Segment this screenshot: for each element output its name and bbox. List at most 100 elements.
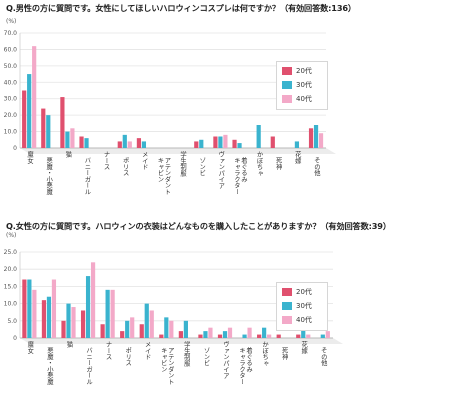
bar xyxy=(130,317,135,338)
x-tick-label: ナース xyxy=(105,341,112,361)
bar xyxy=(27,279,32,338)
x-tick-label: 悪魔・小悪魔 xyxy=(45,157,52,196)
x-tick-label: 学生制服 xyxy=(183,340,190,368)
bar xyxy=(60,97,65,148)
bar xyxy=(208,327,213,338)
bar xyxy=(169,320,174,338)
y-tick-label: 20.0 xyxy=(4,112,18,119)
bar xyxy=(41,108,46,148)
x-tick-label: ゾンビ xyxy=(202,347,209,367)
bar xyxy=(46,296,52,338)
x-tick-label: 着ぐるみ xyxy=(240,156,247,183)
bar xyxy=(22,90,27,148)
legend-item-30s: 30代 xyxy=(282,301,312,311)
y-tick-label: 0 xyxy=(13,145,17,152)
bar xyxy=(222,331,228,338)
bar xyxy=(65,131,70,148)
bar xyxy=(117,141,122,148)
bar xyxy=(100,324,105,338)
x-tick-label: 死神 xyxy=(275,157,282,171)
bar xyxy=(242,334,247,338)
bar xyxy=(41,300,47,338)
chart-floor xyxy=(20,148,336,154)
y-tick-label: 60.0 xyxy=(4,46,18,53)
x-tick-label: その他 xyxy=(313,157,320,178)
bar xyxy=(227,327,233,338)
bar xyxy=(90,262,96,338)
bar xyxy=(144,303,149,338)
legend-label: 40代 xyxy=(296,316,312,324)
x-tick-label: メイド xyxy=(144,341,151,360)
x-tick-label: 学生制服 xyxy=(179,150,186,178)
bar xyxy=(164,317,169,338)
bar xyxy=(141,141,147,148)
legend-swatch-20s xyxy=(282,67,292,75)
x-tick-label: ヴァンパイア xyxy=(217,150,224,189)
bar xyxy=(267,334,272,338)
y-tick-label: 30.0 xyxy=(4,96,18,103)
bar xyxy=(213,136,218,148)
bar xyxy=(159,334,164,338)
bar xyxy=(85,276,91,338)
bar xyxy=(27,74,32,148)
x-tick-label: ナース xyxy=(103,151,110,171)
x-tick-label: アテンダント xyxy=(167,347,174,385)
y-tick-label: 15.0 xyxy=(4,283,18,290)
bar xyxy=(178,331,183,338)
y-tick-label: 40.0 xyxy=(4,79,18,86)
bar xyxy=(270,136,275,148)
legend-item-20s: 20代 xyxy=(282,66,312,76)
bar xyxy=(51,279,57,338)
chart-title: Q.女性の方に質問です。ハロウィンの衣装はどんなものを購入したことがありますか？… xyxy=(6,221,391,231)
legend-label: 20代 xyxy=(296,288,312,296)
y-axis-unit: (%) xyxy=(6,18,17,25)
bar-chart-men: 0 10.0 20.0 30.0 40.0 50.0 60.0 70.0 魔女 悪魔・小悪魔 猫バニ… xyxy=(4,30,336,196)
x-tick-label: アテンダント xyxy=(163,157,170,195)
x-tick-label: 花嫁 xyxy=(294,150,301,165)
x-tick-label: かぼちゃ xyxy=(256,151,263,177)
bar xyxy=(70,128,75,148)
bar xyxy=(199,139,204,148)
x-tick-label: キャラクター xyxy=(233,157,240,195)
bar xyxy=(306,334,311,338)
x-tick-label: ゾンビ xyxy=(198,157,205,177)
bar xyxy=(203,331,208,338)
y-tick-label: 50.0 xyxy=(4,63,18,70)
legend-label: 40代 xyxy=(296,95,312,103)
legend-swatch-40s xyxy=(282,95,292,103)
legend-label: 20代 xyxy=(296,67,312,75)
bar xyxy=(198,334,203,338)
legend-item-30s: 30代 xyxy=(282,80,312,90)
legend-label: 30代 xyxy=(296,81,312,89)
bar xyxy=(262,327,267,338)
bar xyxy=(32,289,37,338)
bar xyxy=(301,324,306,338)
x-tick-label: バニーガール xyxy=(83,157,90,195)
bar xyxy=(84,138,89,148)
bar xyxy=(325,331,330,338)
x-tick-label: その他 xyxy=(320,347,327,368)
bar xyxy=(218,136,223,148)
bar xyxy=(110,289,115,338)
bar xyxy=(237,143,242,148)
y-tick-label: 10.0 xyxy=(4,301,18,308)
legend-swatch-40s xyxy=(282,316,292,324)
bar xyxy=(296,334,301,338)
legend: 20代 30代 40代 xyxy=(276,282,328,331)
legend-item-40s: 40代 xyxy=(282,94,312,104)
bar xyxy=(46,115,51,148)
legend-swatch-30s xyxy=(282,81,292,89)
bar xyxy=(22,279,27,338)
x-tick-label: ヴァンパイア xyxy=(222,340,229,379)
y-tick-label: 10.0 xyxy=(4,129,18,136)
legend-item-20s: 20代 xyxy=(282,287,312,297)
y-tick-label: 25.0 xyxy=(4,249,18,256)
legend: 20代 30代 40代 xyxy=(276,61,328,110)
bar xyxy=(308,128,314,148)
chart-panel-women: Q.女性の方に質問です。ハロウィンの衣装はどんなものを購入したことがありますか？… xyxy=(0,218,476,400)
x-tick-label: 悪魔・小悪魔 xyxy=(46,347,53,386)
bar xyxy=(183,320,188,338)
bar xyxy=(320,334,325,338)
x-tick-label: ポリス xyxy=(124,347,131,367)
